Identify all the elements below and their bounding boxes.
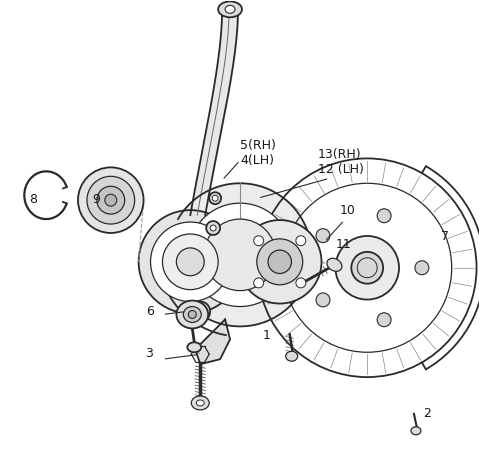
Ellipse shape [225,5,235,13]
Ellipse shape [336,236,399,300]
Ellipse shape [195,306,205,316]
Ellipse shape [218,1,242,17]
Ellipse shape [87,176,135,224]
Ellipse shape [286,351,298,361]
Ellipse shape [316,293,330,307]
Ellipse shape [316,229,330,243]
Ellipse shape [254,278,264,288]
Text: 8: 8 [29,193,37,206]
Ellipse shape [238,220,322,304]
Ellipse shape [192,396,209,410]
Text: 9: 9 [92,193,100,206]
Text: 5(RH)
4(LH): 5(RH) 4(LH) [240,139,276,167]
Ellipse shape [327,258,342,271]
Text: 13(RH)
12 (LH): 13(RH) 12 (LH) [318,148,363,176]
Text: 10: 10 [339,204,355,217]
Ellipse shape [377,313,391,327]
Ellipse shape [183,306,201,322]
Ellipse shape [415,261,429,275]
Ellipse shape [210,225,216,231]
Ellipse shape [78,167,144,233]
Ellipse shape [296,278,306,288]
Ellipse shape [176,248,204,276]
Ellipse shape [162,234,218,289]
Ellipse shape [105,194,117,206]
Ellipse shape [139,210,242,313]
Text: 2: 2 [423,407,431,420]
Polygon shape [195,319,230,364]
Text: 3: 3 [144,347,153,360]
Ellipse shape [254,236,264,245]
Ellipse shape [187,342,201,352]
Text: 11: 11 [336,238,351,251]
Ellipse shape [206,221,220,235]
Ellipse shape [188,203,292,306]
Ellipse shape [97,186,125,214]
Text: 6: 6 [146,305,155,317]
Ellipse shape [411,427,421,435]
Ellipse shape [188,311,196,318]
Text: 1: 1 [263,329,271,343]
Text: 7: 7 [441,230,449,243]
Ellipse shape [268,250,291,273]
Ellipse shape [176,300,208,328]
Ellipse shape [296,236,306,245]
Ellipse shape [209,192,221,204]
Ellipse shape [190,301,210,322]
Polygon shape [169,183,312,327]
Ellipse shape [151,222,230,301]
Ellipse shape [212,195,218,201]
Ellipse shape [196,400,204,406]
Ellipse shape [351,252,383,284]
Ellipse shape [257,239,303,285]
Ellipse shape [377,209,391,223]
Ellipse shape [204,219,276,291]
